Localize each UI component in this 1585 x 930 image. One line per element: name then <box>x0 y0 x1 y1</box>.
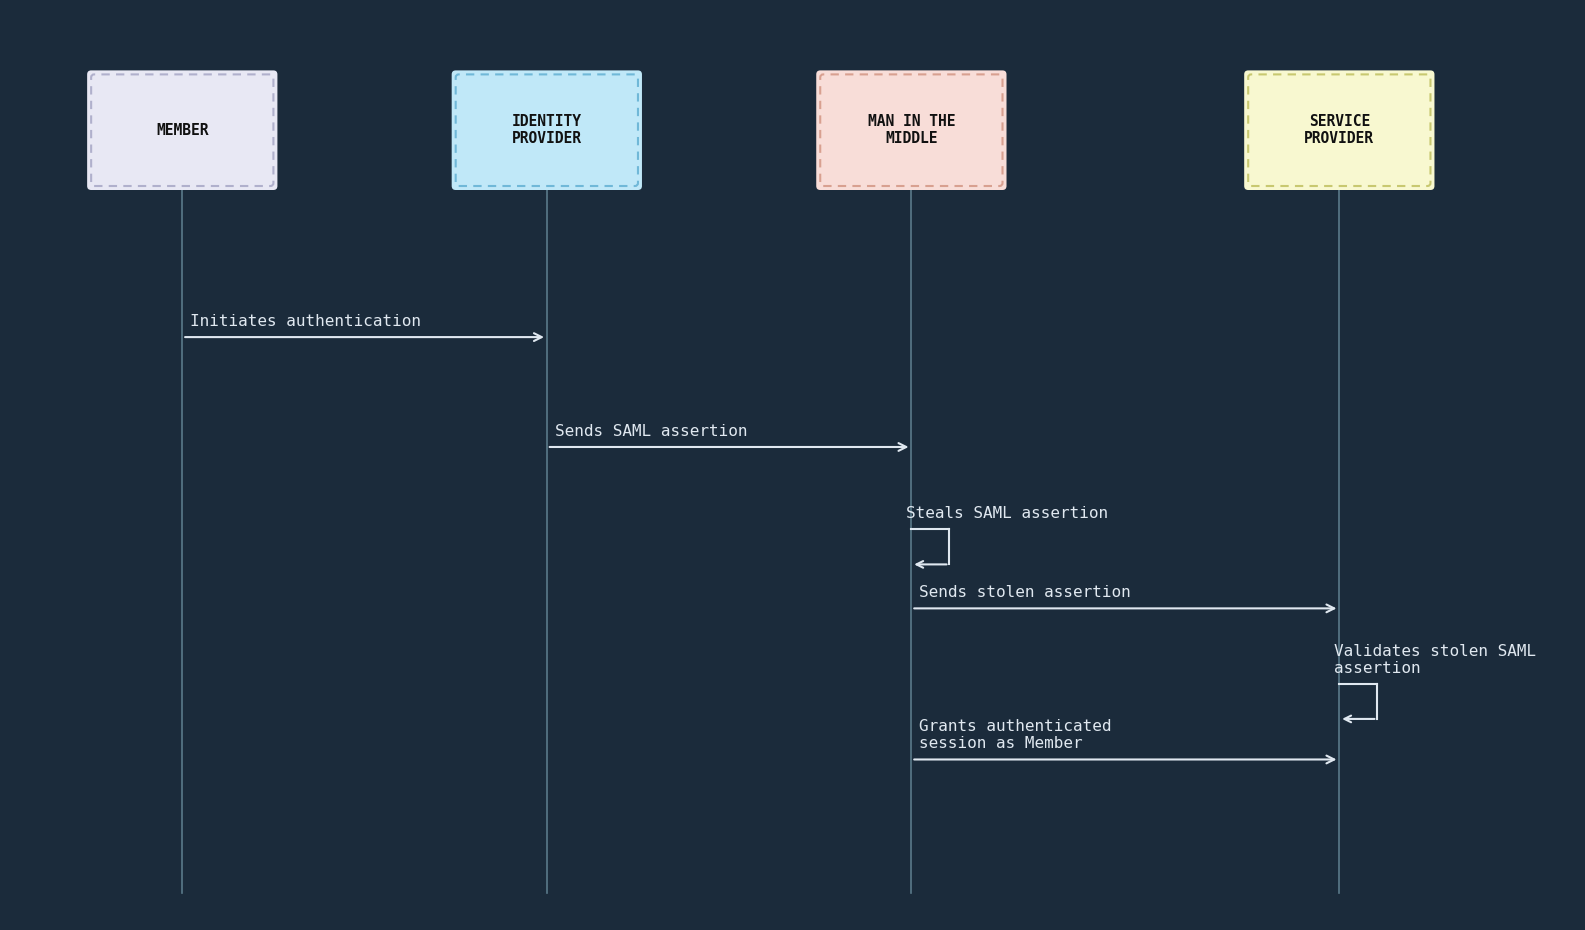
Text: IDENTITY
PROVIDER: IDENTITY PROVIDER <box>512 114 582 146</box>
FancyBboxPatch shape <box>87 71 277 190</box>
Text: Grants authenticated
session as Member: Grants authenticated session as Member <box>919 719 1111 751</box>
Text: MAN IN THE
MIDDLE: MAN IN THE MIDDLE <box>867 114 956 146</box>
Text: Sends stolen assertion: Sends stolen assertion <box>919 585 1132 601</box>
Text: MEMBER: MEMBER <box>155 123 209 138</box>
Text: SERVICE
PROVIDER: SERVICE PROVIDER <box>1304 114 1374 146</box>
Text: Sends SAML assertion: Sends SAML assertion <box>555 424 747 439</box>
FancyBboxPatch shape <box>452 71 642 190</box>
FancyBboxPatch shape <box>816 71 1006 190</box>
FancyBboxPatch shape <box>1244 71 1434 190</box>
Text: Initiates authentication: Initiates authentication <box>190 314 422 329</box>
Text: Validates stolen SAML
assertion: Validates stolen SAML assertion <box>1335 644 1536 676</box>
Text: Steals SAML assertion: Steals SAML assertion <box>907 507 1108 522</box>
